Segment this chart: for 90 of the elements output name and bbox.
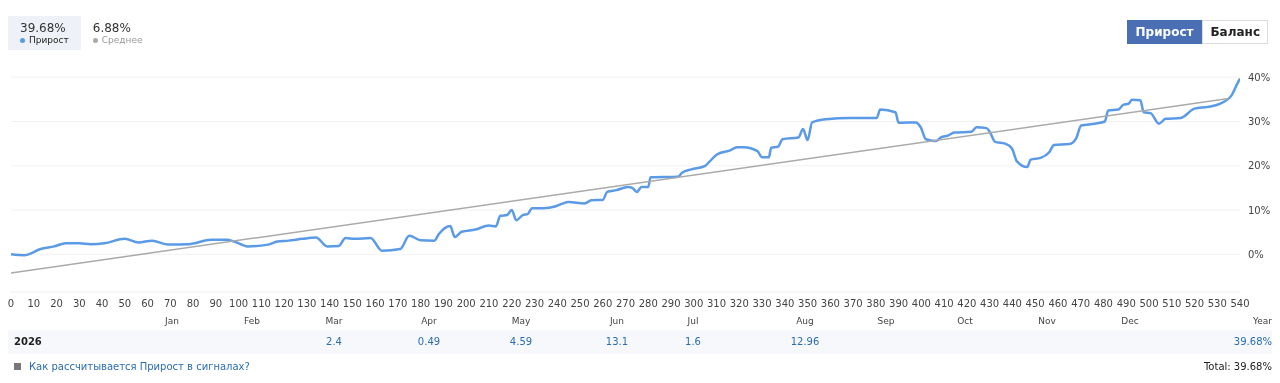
x-tick-label: 540 (1230, 298, 1250, 310)
text: 13.1 (604, 336, 630, 347)
x-tick-label: 210 (479, 298, 499, 310)
x-tick-label: 510 (1162, 298, 1182, 310)
x-tick-label: 190 (433, 298, 453, 310)
x-tick-label: 380 (866, 298, 886, 310)
text: Sep (876, 316, 896, 326)
x-tick-label: 480 (1093, 298, 1113, 310)
x-tick-label: 520 (1184, 298, 1205, 310)
x-tick-label: 460 (1048, 298, 1068, 310)
x-tick-label: 340 (775, 298, 795, 310)
x-tick-label: 10 (27, 298, 41, 310)
x-tick-label: 450 (1025, 298, 1045, 310)
x-tick-label: 200 (456, 298, 476, 310)
x-tick-label: 490 (1116, 298, 1136, 310)
x-tick-label: 400 (911, 298, 931, 310)
text: Mar (324, 316, 344, 326)
text: Как рассчитывается Прирост в сигналах? (28, 361, 250, 372)
x-tick-label: 110 (251, 298, 271, 310)
text: 2026 (14, 336, 42, 347)
x-tick-label: 0 (7, 298, 15, 310)
x-tick-label: 80 (186, 298, 200, 310)
x-tick-label: 500 (1139, 298, 1159, 310)
text: Прирост (1126, 20, 1203, 44)
text: 0.49 (416, 336, 442, 347)
x-tick-label: 270 (615, 298, 636, 310)
x-tick-label: 240 (547, 298, 567, 310)
legend-label: Прирост (28, 35, 69, 45)
x-tick-label: 350 (798, 298, 818, 310)
text: 12.96 (789, 336, 821, 347)
text: Jul (686, 316, 700, 326)
legend-label: Среднее (100, 35, 143, 45)
text: Nov (1037, 316, 1057, 326)
x-tick-label: 40 (95, 298, 109, 310)
x-tick-label: 430 (980, 298, 1000, 310)
y-tick-label: 0% (1248, 248, 1264, 260)
x-tick-label: 90 (209, 298, 223, 310)
text: 39.68% (1233, 336, 1272, 347)
x-tick-label: 30 (72, 298, 86, 310)
text: May (510, 316, 532, 326)
text: Jun (608, 316, 626, 326)
x-tick-label: 530 (1207, 298, 1227, 310)
text: Total: 39.68% (1203, 361, 1272, 372)
x-tick-label: 70 (163, 298, 177, 310)
text: Apr (420, 316, 438, 326)
text: Oct (956, 316, 974, 326)
x-tick-label: 170 (388, 298, 408, 310)
x-tick-label: 300 (684, 298, 704, 310)
x-tick-label: 330 (752, 298, 772, 310)
x-tick-label: 100 (229, 298, 249, 310)
x-tick-label: 440 (1002, 298, 1022, 310)
x-tick-label: 370 (843, 298, 863, 310)
x-tick-label: 180 (411, 298, 431, 310)
text: 39.68% (20, 21, 67, 35)
x-tick-label: 260 (593, 298, 613, 310)
y-tick-label: 40% (1248, 71, 1271, 83)
x-tick-label: 150 (342, 298, 362, 310)
x-tick-label: 420 (957, 298, 977, 310)
x-tick-label: 360 (820, 298, 840, 310)
y-tick-label: 20% (1248, 160, 1271, 172)
x-tick-label: 60 (141, 298, 154, 310)
x-tick-label: 280 (638, 298, 658, 310)
text: Year (1252, 316, 1272, 326)
x-tick-label: 290 (661, 298, 681, 310)
x-tick-label: 140 (320, 298, 340, 310)
text: Dec (1120, 316, 1140, 326)
text: 1.6 (684, 336, 702, 347)
x-tick-label: 130 (297, 298, 317, 310)
x-tick-label: 320 (729, 298, 749, 310)
text: 4.59 (508, 336, 534, 347)
text: Баланс (1202, 20, 1268, 44)
x-tick-label: 470 (1071, 298, 1091, 310)
x-tick-label: 220 (502, 298, 522, 310)
x-tick-label: 120 (274, 298, 294, 310)
y-tick-label: 10% (1248, 204, 1271, 216)
x-tick-label: 160 (365, 298, 385, 310)
x-tick-label: 390 (889, 298, 909, 310)
text: 6.88% (92, 21, 132, 35)
x-tick-label: 410 (934, 298, 954, 310)
text: 2.4 (325, 336, 343, 347)
x-tick-label: 310 (706, 298, 727, 310)
x-tick-label: 50 (118, 298, 132, 310)
line-series (11, 77, 1240, 257)
x-tick-label: 20 (50, 298, 63, 310)
text: Feb (243, 316, 261, 326)
text: Jan (163, 316, 180, 326)
text: Aug (795, 316, 815, 326)
x-tick-label: 250 (570, 298, 590, 310)
y-tick-label: 30% (1248, 116, 1271, 128)
x-tick-label: 230 (524, 298, 545, 310)
